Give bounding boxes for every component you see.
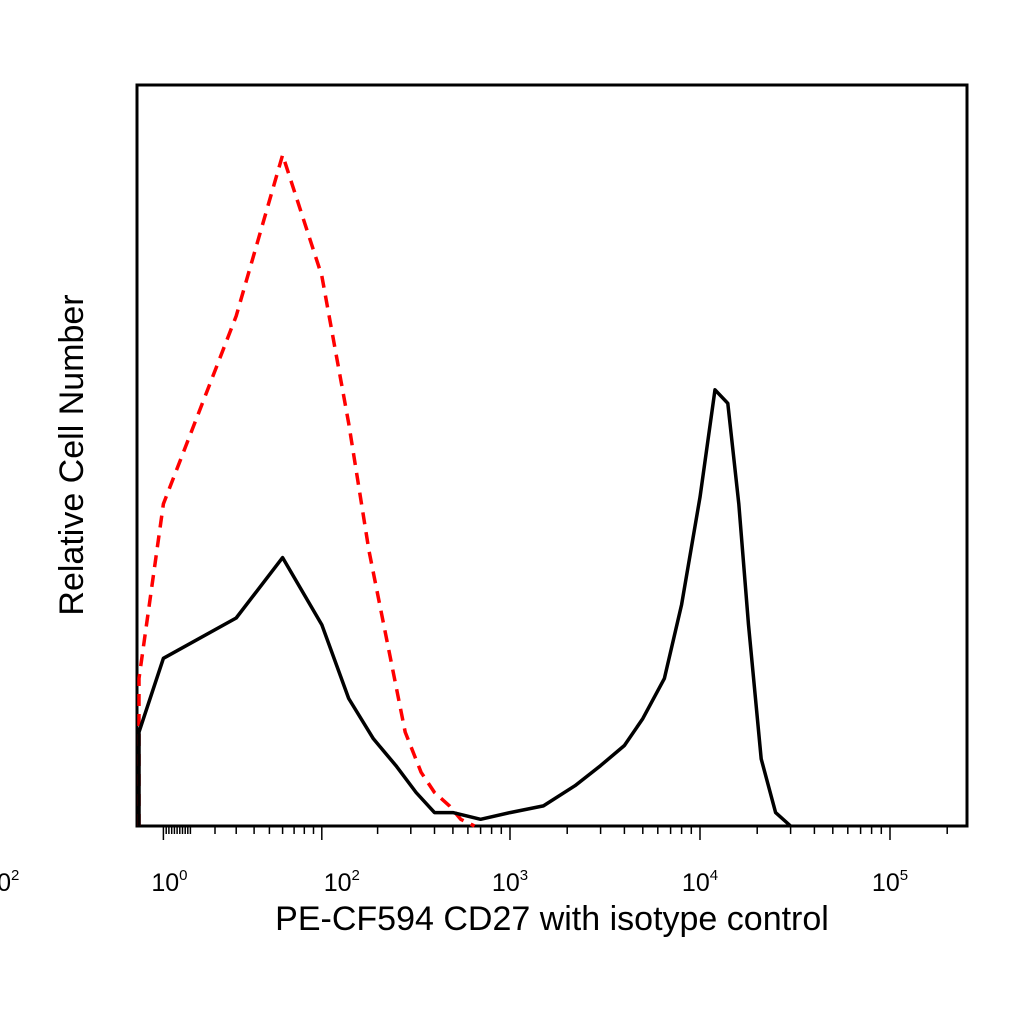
x-tick-label: -102: [0, 867, 19, 897]
cd27-series-line: [137, 388, 792, 828]
x-tick-label: 105: [872, 867, 908, 897]
x-axis-ticks: [162, 826, 948, 840]
x-axis-label: PE-CF594 CD27 with isotype control: [275, 900, 829, 938]
x-tick-label: 100: [151, 867, 187, 897]
x-tick-label: 102: [324, 867, 360, 897]
x-axis-tick-labels: -102 100 102 103 104 105: [0, 867, 908, 897]
series-layer: [137, 153, 792, 828]
x-tick-label: 103: [492, 867, 528, 897]
y-axis-label: Relative Cell Number: [53, 294, 91, 615]
isotype-control-series-line: [137, 153, 476, 828]
x-tick-label: 104: [682, 867, 718, 897]
plot-frame: [135, 83, 969, 828]
